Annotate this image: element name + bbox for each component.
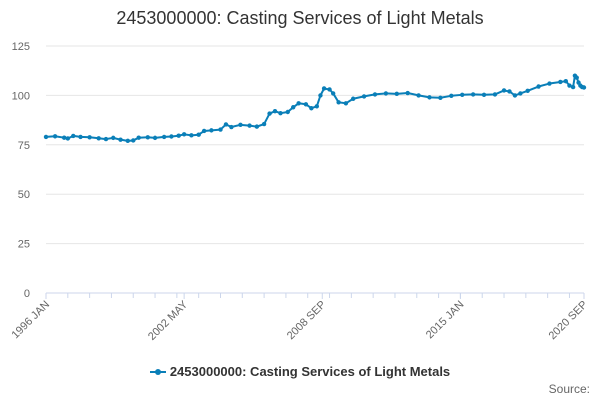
- data-point[interactable]: [97, 136, 101, 140]
- data-point[interactable]: [153, 136, 157, 140]
- data-point[interactable]: [564, 79, 568, 83]
- data-point[interactable]: [267, 111, 271, 115]
- data-point[interactable]: [518, 91, 522, 95]
- data-point[interactable]: [558, 80, 562, 84]
- data-point[interactable]: [331, 91, 335, 95]
- y-axis: 0 25 50 75 100 125: [12, 41, 30, 300]
- data-point[interactable]: [104, 137, 108, 141]
- data-point[interactable]: [362, 94, 366, 98]
- data-point[interactable]: [176, 134, 180, 138]
- data-point[interactable]: [547, 81, 551, 85]
- data-point[interactable]: [336, 100, 340, 104]
- data-point[interactable]: [111, 136, 115, 140]
- series-layer: [44, 73, 586, 143]
- source-credit: Source:: [549, 382, 590, 396]
- data-point[interactable]: [327, 87, 331, 91]
- data-point[interactable]: [189, 133, 193, 137]
- data-point[interactable]: [224, 122, 228, 126]
- data-point[interactable]: [247, 123, 251, 127]
- data-point[interactable]: [322, 86, 326, 90]
- data-point[interactable]: [373, 92, 377, 96]
- y-tick-label: 0: [24, 288, 30, 300]
- x-tick-label: 2015 JAN: [424, 299, 467, 342]
- data-point[interactable]: [525, 89, 529, 93]
- data-point[interactable]: [209, 128, 213, 132]
- data-point[interactable]: [53, 134, 57, 138]
- data-point[interactable]: [196, 133, 200, 137]
- data-point[interactable]: [118, 137, 122, 141]
- data-point[interactable]: [582, 85, 586, 89]
- data-point[interactable]: [262, 122, 266, 126]
- series-line[interactable]: [46, 76, 584, 141]
- data-point[interactable]: [78, 135, 82, 139]
- data-point[interactable]: [536, 84, 540, 88]
- data-point[interactable]: [471, 92, 475, 96]
- data-point[interactable]: [482, 93, 486, 97]
- data-point[interactable]: [169, 134, 173, 138]
- y-tick-label: 50: [18, 189, 30, 201]
- data-point[interactable]: [427, 95, 431, 99]
- data-point[interactable]: [291, 105, 295, 109]
- data-point[interactable]: [255, 124, 259, 128]
- data-point[interactable]: [571, 85, 575, 89]
- data-point[interactable]: [395, 92, 399, 96]
- data-point[interactable]: [126, 139, 130, 143]
- x-tick-label: 2008 SEP: [285, 299, 329, 343]
- data-point[interactable]: [493, 92, 497, 96]
- y-tick-label: 125: [12, 41, 30, 53]
- data-point[interactable]: [449, 94, 453, 98]
- data-point[interactable]: [273, 109, 277, 113]
- data-point[interactable]: [351, 97, 355, 101]
- data-point[interactable]: [131, 138, 135, 142]
- data-point[interactable]: [438, 96, 442, 100]
- y-tick-label: 75: [18, 140, 30, 152]
- data-point[interactable]: [278, 111, 282, 115]
- data-point[interactable]: [229, 125, 233, 129]
- data-point[interactable]: [202, 129, 206, 133]
- legend-line-marker-icon: [150, 371, 166, 373]
- data-point[interactable]: [309, 106, 313, 110]
- legend-label: 2453000000: Casting Services of Light Me…: [170, 364, 450, 379]
- x-tick-label: 2020 SEP: [547, 299, 591, 343]
- data-point[interactable]: [146, 135, 150, 139]
- x-tick-label: 2002 MAY: [146, 298, 191, 343]
- legend[interactable]: 2453000000: Casting Services of Light Me…: [0, 364, 600, 379]
- grid-lines: [46, 46, 584, 293]
- data-point[interactable]: [62, 135, 66, 139]
- data-point[interactable]: [296, 101, 300, 105]
- data-point[interactable]: [44, 135, 48, 139]
- y-tick-label: 100: [12, 90, 30, 102]
- data-point[interactable]: [137, 135, 141, 139]
- y-tick-label: 25: [18, 239, 30, 251]
- data-point[interactable]: [218, 127, 222, 131]
- data-point[interactable]: [318, 93, 322, 97]
- data-point[interactable]: [66, 136, 70, 140]
- data-point[interactable]: [71, 134, 75, 138]
- data-point[interactable]: [384, 91, 388, 95]
- data-point[interactable]: [162, 135, 166, 139]
- data-point[interactable]: [502, 88, 506, 92]
- data-point[interactable]: [575, 75, 579, 79]
- data-point[interactable]: [344, 101, 348, 105]
- x-axis: 1996 JAN 2002 MAY 2008 SEP 2015 JAN 2020 SEP: [9, 293, 590, 343]
- data-point[interactable]: [238, 123, 242, 127]
- data-point[interactable]: [507, 89, 511, 93]
- data-point[interactable]: [182, 132, 186, 136]
- data-point[interactable]: [406, 91, 410, 95]
- data-point[interactable]: [87, 135, 91, 139]
- data-point[interactable]: [513, 93, 517, 97]
- data-point[interactable]: [286, 110, 290, 114]
- line-chart: 0 25 50 75 100 125 1996 JAN 2002 MAY 2008 SEP 20…: [0, 0, 600, 400]
- data-point[interactable]: [304, 102, 308, 106]
- x-tick-label: 1996 JAN: [9, 299, 52, 342]
- data-point[interactable]: [315, 104, 319, 108]
- data-point[interactable]: [460, 93, 464, 97]
- data-point[interactable]: [416, 93, 420, 97]
